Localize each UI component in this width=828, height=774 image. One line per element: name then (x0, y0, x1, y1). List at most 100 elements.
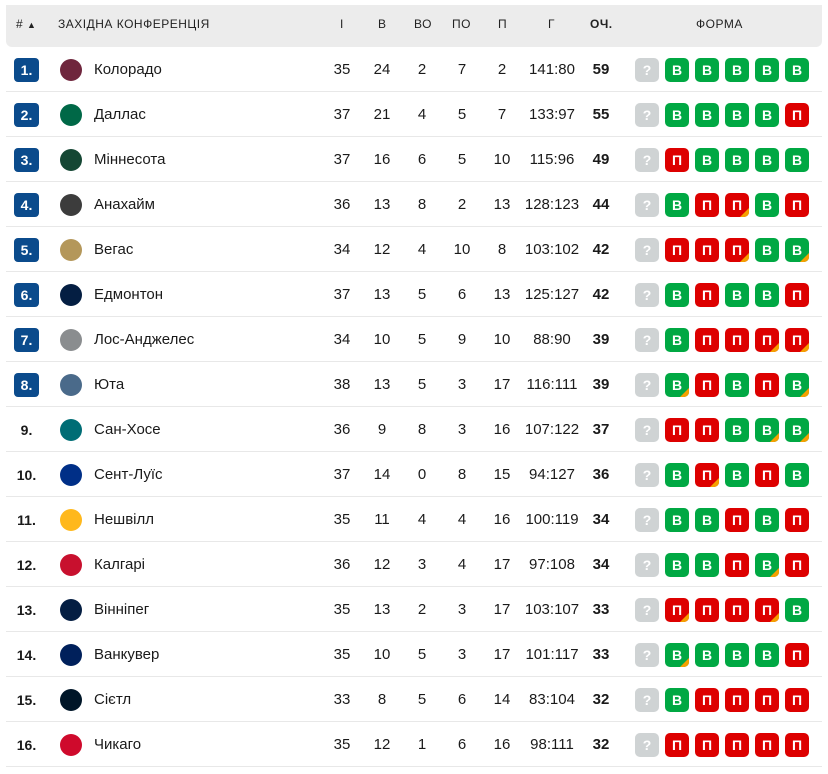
loss-badge[interactable]: П (695, 598, 719, 622)
table-row[interactable]: 12. Калгарі 36 12 3 4 17 97:108 34 ? В В П В… (6, 542, 822, 587)
win-badge[interactable]: В (725, 283, 749, 307)
win-badge[interactable]: В (665, 553, 689, 577)
loss-badge[interactable]: П (755, 328, 779, 352)
win-badge[interactable]: В (665, 193, 689, 217)
win-badge[interactable]: В (785, 148, 809, 172)
win-badge[interactable]: В (695, 103, 719, 127)
rank-sort-header[interactable]: # ▲ (16, 17, 37, 31)
win-badge[interactable]: В (665, 103, 689, 127)
upcoming-match-badge[interactable]: ? (635, 418, 659, 442)
win-badge[interactable]: В (665, 373, 689, 397)
win-badge[interactable]: В (755, 148, 779, 172)
loss-badge[interactable]: П (755, 463, 779, 487)
win-badge[interactable]: В (725, 103, 749, 127)
win-badge[interactable]: В (755, 238, 779, 262)
win-badge[interactable]: В (665, 58, 689, 82)
table-row[interactable]: 15. Сієтл 33 8 5 6 14 83:104 32 ? В П П П П (6, 677, 822, 722)
upcoming-match-badge[interactable]: ? (635, 58, 659, 82)
loss-badge[interactable]: П (665, 418, 689, 442)
team-name-link[interactable]: Калгарі (94, 556, 145, 573)
team-name-link[interactable]: Колорадо (94, 61, 162, 78)
loss-badge[interactable]: П (665, 598, 689, 622)
losses-header[interactable]: П (498, 17, 508, 31)
loss-badge[interactable]: П (785, 643, 809, 667)
wins-header[interactable]: В (378, 17, 387, 31)
win-badge[interactable]: В (725, 373, 749, 397)
upcoming-match-badge[interactable]: ? (635, 283, 659, 307)
table-row[interactable]: 5. Вегас 34 12 4 10 8 103:102 42 ? П П П В В (6, 227, 822, 272)
loss-badge[interactable]: П (665, 238, 689, 262)
loss-badge[interactable]: П (785, 733, 809, 757)
team-name-link[interactable]: Анахайм (94, 196, 155, 213)
table-row[interactable]: 7. Лос-Анджелес 34 10 5 9 10 88:90 39 ? В… (6, 317, 822, 362)
loss-badge[interactable]: П (725, 508, 749, 532)
win-badge[interactable]: В (785, 463, 809, 487)
table-row[interactable]: 13. Вінніпег 35 13 2 3 17 103:107 33 ? П П… (6, 587, 822, 632)
win-badge[interactable]: В (755, 418, 779, 442)
win-badge[interactable]: В (755, 58, 779, 82)
conference-header[interactable]: ЗАХІДНА КОНФЕРЕНЦІЯ (58, 17, 210, 31)
ot-losses-header[interactable]: ПО (452, 17, 471, 31)
win-badge[interactable]: В (755, 553, 779, 577)
win-badge[interactable]: В (785, 418, 809, 442)
loss-badge[interactable]: П (695, 463, 719, 487)
loss-badge[interactable]: П (725, 688, 749, 712)
upcoming-match-badge[interactable]: ? (635, 688, 659, 712)
win-badge[interactable]: В (695, 58, 719, 82)
loss-badge[interactable]: П (695, 733, 719, 757)
team-name-link[interactable]: Сан-Хосе (94, 421, 161, 438)
table-row[interactable]: 3. Міннесота 37 16 6 5 10 115:96 49 ? П В В… (6, 137, 822, 182)
loss-badge[interactable]: П (785, 103, 809, 127)
win-badge[interactable]: В (785, 373, 809, 397)
loss-badge[interactable]: П (785, 193, 809, 217)
win-badge[interactable]: В (725, 643, 749, 667)
upcoming-match-badge[interactable]: ? (635, 598, 659, 622)
win-badge[interactable]: В (665, 508, 689, 532)
win-badge[interactable]: В (695, 148, 719, 172)
loss-badge[interactable]: П (695, 688, 719, 712)
team-name-link[interactable]: Едмонтон (94, 286, 164, 303)
upcoming-match-badge[interactable]: ? (635, 508, 659, 532)
team-name-link[interactable]: Вегас (94, 241, 134, 258)
table-row[interactable]: 2. Даллас 37 21 4 5 7 133:97 55 ? В В В В П (6, 92, 822, 137)
loss-badge[interactable]: П (785, 688, 809, 712)
win-badge[interactable]: В (725, 148, 749, 172)
table-row[interactable]: 11. Нешвілл 35 11 4 4 16 100:119 34 ? В В П… (6, 497, 822, 542)
upcoming-match-badge[interactable]: ? (635, 643, 659, 667)
win-badge[interactable]: В (665, 688, 689, 712)
win-badge[interactable]: В (755, 103, 779, 127)
win-badge[interactable]: В (665, 328, 689, 352)
win-badge[interactable]: В (695, 553, 719, 577)
loss-badge[interactable]: П (785, 508, 809, 532)
loss-badge[interactable]: П (725, 193, 749, 217)
loss-badge[interactable]: П (725, 733, 749, 757)
win-badge[interactable]: В (785, 238, 809, 262)
team-name-link[interactable]: Юта (94, 376, 125, 393)
win-badge[interactable]: В (725, 418, 749, 442)
win-badge[interactable]: В (755, 193, 779, 217)
loss-badge[interactable]: П (695, 238, 719, 262)
loss-badge[interactable]: П (695, 283, 719, 307)
win-badge[interactable]: В (695, 643, 719, 667)
table-row[interactable]: 8. Юта 38 13 5 3 17 116:111 39 ? В П В П В (6, 362, 822, 407)
win-badge[interactable]: В (755, 283, 779, 307)
win-badge[interactable]: В (665, 463, 689, 487)
table-row[interactable]: 6. Едмонтон 37 13 5 6 13 125:127 42 ? В П В… (6, 272, 822, 317)
table-row[interactable]: 9. Сан-Хосе 36 9 8 3 16 107:122 37 ? П П В В… (6, 407, 822, 452)
gp-header[interactable]: І (340, 17, 344, 31)
ot-wins-header[interactable]: ВО (414, 17, 432, 31)
loss-badge[interactable]: П (725, 598, 749, 622)
loss-badge[interactable]: П (695, 418, 719, 442)
win-badge[interactable]: В (665, 643, 689, 667)
team-name-link[interactable]: Даллас (94, 106, 146, 123)
loss-badge[interactable]: П (755, 688, 779, 712)
upcoming-match-badge[interactable]: ? (635, 238, 659, 262)
table-row[interactable]: 16. Чикаго 35 12 1 6 16 98:111 32 ? П П П П П (6, 722, 822, 767)
goals-header[interactable]: Г (548, 17, 555, 31)
loss-badge[interactable]: П (785, 283, 809, 307)
win-badge[interactable]: В (755, 508, 779, 532)
team-name-link[interactable]: Вінніпег (94, 601, 150, 618)
win-badge[interactable]: В (785, 598, 809, 622)
table-row[interactable]: 14. Ванкувер 35 10 5 3 17 101:117 33 ? В В… (6, 632, 822, 677)
loss-badge[interactable]: П (785, 328, 809, 352)
